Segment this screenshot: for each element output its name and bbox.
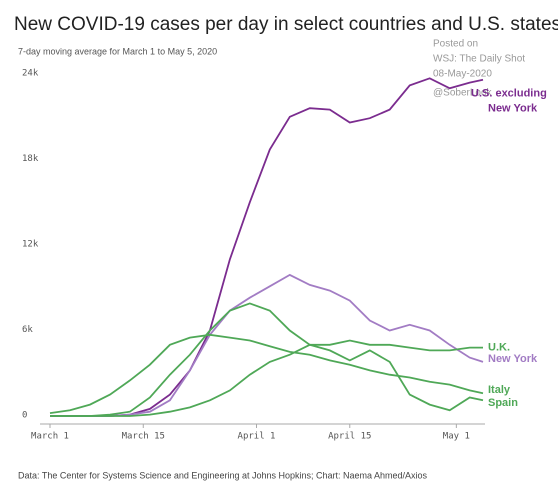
series-line bbox=[50, 302, 484, 417]
y-tick-label: 24k bbox=[22, 69, 39, 79]
x-tick-label: April 1 bbox=[238, 432, 276, 442]
y-tick-label: 18k bbox=[22, 154, 39, 164]
chart-subtitle: 7-day moving average for March 1 to May … bbox=[18, 46, 217, 56]
x-tick-label: March 1 bbox=[31, 432, 69, 442]
series-line bbox=[50, 273, 484, 417]
series-label: U.S. excluding New York bbox=[471, 88, 547, 115]
x-tick-label: March 15 bbox=[122, 432, 165, 442]
series-label: New York bbox=[488, 353, 538, 365]
y-tick-label: 0 bbox=[22, 411, 27, 421]
x-tick-label: May 1 bbox=[443, 432, 470, 442]
series-label: Italy bbox=[488, 384, 511, 396]
series-line bbox=[50, 77, 484, 417]
label-line: New York bbox=[488, 103, 538, 115]
y-tick-label: 12k bbox=[22, 240, 39, 250]
watermark: 08-May-2020 bbox=[433, 69, 492, 80]
series-label: U.K. bbox=[488, 342, 510, 354]
watermark: Posted on bbox=[433, 39, 478, 50]
y-tick-label: 6k bbox=[22, 325, 33, 335]
label-line: U.S. excluding bbox=[471, 88, 547, 100]
chart-title: New COVID-19 cases per day in select cou… bbox=[14, 14, 558, 35]
series-label: Spain bbox=[488, 397, 518, 409]
source-note: Data: The Center for Systems Science and… bbox=[18, 470, 428, 480]
watermark: @SoberLook bbox=[433, 88, 493, 99]
series-line bbox=[50, 339, 483, 417]
series-line bbox=[49, 333, 484, 414]
x-tick-label: April 15 bbox=[328, 432, 371, 442]
watermark: WSJ: The Daily Shot bbox=[433, 54, 525, 65]
